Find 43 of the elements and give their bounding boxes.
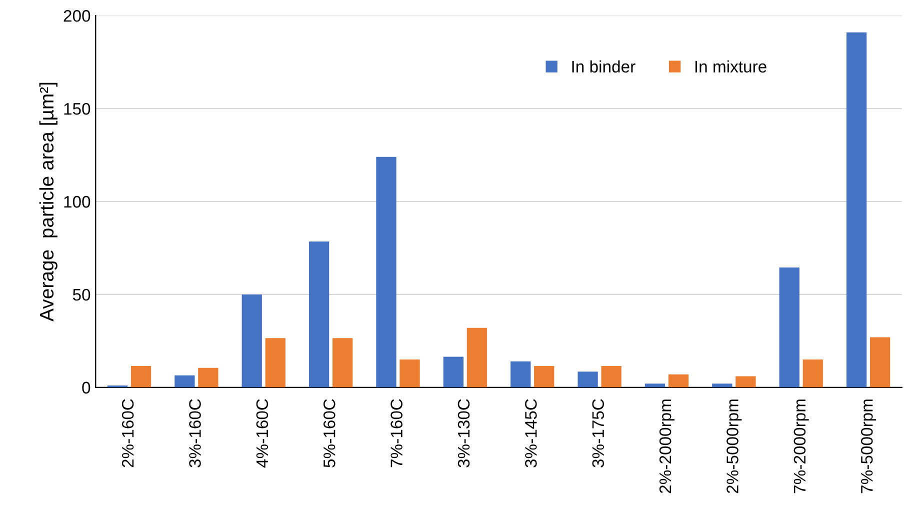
y-tick-label: 200 bbox=[64, 10, 90, 22]
bar bbox=[601, 366, 622, 388]
y-tick-label: 0 bbox=[82, 382, 90, 394]
y-axis-title: Average particle area [µm²] bbox=[39, 82, 58, 322]
bar bbox=[376, 156, 396, 388]
x-tick-label: 3%-175C bbox=[592, 399, 604, 468]
x-tick-label: 5%-160C bbox=[323, 399, 336, 468]
bar bbox=[174, 375, 195, 388]
bar bbox=[779, 267, 800, 388]
bar bbox=[846, 32, 867, 388]
bar bbox=[510, 361, 531, 388]
y-tick-label: 100 bbox=[64, 196, 90, 208]
y-tick-label: 50 bbox=[72, 288, 90, 301]
bar bbox=[466, 328, 488, 388]
bar bbox=[130, 366, 152, 388]
x-tick-label: 7%-160C bbox=[390, 399, 402, 468]
x-tick-label: 4%-160C bbox=[256, 399, 268, 468]
x-tick-label: 3%-130C bbox=[458, 399, 470, 468]
x-tick-label: 7%-5000rpm bbox=[860, 400, 876, 494]
y-tick-label: 150 bbox=[64, 102, 90, 115]
bar bbox=[308, 241, 330, 388]
bar bbox=[668, 374, 689, 388]
bar bbox=[644, 384, 666, 388]
legend-label: In binder bbox=[572, 60, 636, 73]
bar bbox=[712, 384, 732, 388]
bar bbox=[870, 337, 890, 388]
x-tick-label: 3%-160C bbox=[189, 399, 201, 468]
x-tick-label: 2%-5000rpm bbox=[726, 400, 742, 494]
x-tick-label: 2%-2000rpm bbox=[659, 400, 675, 494]
bar bbox=[332, 338, 353, 388]
bar bbox=[400, 360, 420, 388]
bar bbox=[736, 376, 756, 388]
bar bbox=[443, 356, 464, 388]
x-tick-label: 3%-145C bbox=[525, 399, 537, 468]
bar bbox=[265, 338, 286, 388]
bar bbox=[534, 366, 554, 388]
bar bbox=[802, 360, 823, 388]
legend-label: In mixture bbox=[695, 60, 766, 73]
bar bbox=[198, 368, 218, 388]
x-tick-label: 7%-2000rpm bbox=[794, 400, 809, 494]
x-tick-label: 2%-160C bbox=[122, 399, 134, 468]
bar bbox=[242, 294, 262, 388]
bar bbox=[578, 372, 598, 388]
